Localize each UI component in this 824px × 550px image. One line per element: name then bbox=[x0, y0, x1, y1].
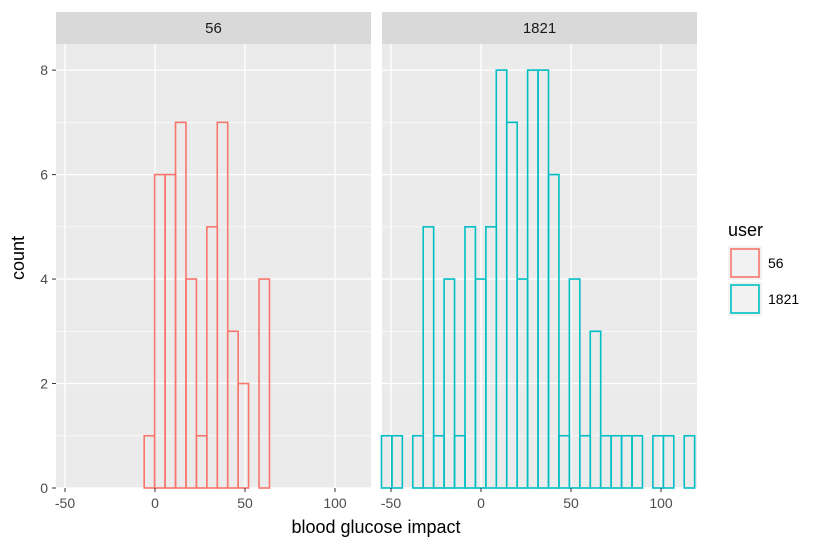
x-tick-label: 100 bbox=[649, 495, 673, 511]
x-tick-label: 50 bbox=[563, 495, 579, 511]
facet-panel-1821: 1821 bbox=[380, 12, 697, 489]
x-tick-label: 100 bbox=[323, 495, 347, 511]
legend-key-background bbox=[728, 282, 762, 316]
y-tick-label: 6 bbox=[40, 167, 48, 183]
y-axis: 0 2 4 6 8 bbox=[40, 62, 56, 496]
histogram-bar bbox=[185, 278, 198, 489]
histogram-bar bbox=[568, 278, 581, 489]
legend-key bbox=[730, 284, 760, 314]
facet-strip bbox=[56, 12, 371, 44]
histogram-bar bbox=[237, 382, 250, 489]
histogram-bar bbox=[662, 434, 675, 489]
legend: user 56 1821 bbox=[728, 220, 799, 316]
legend-key-background bbox=[728, 246, 762, 280]
histogram-bar bbox=[422, 226, 435, 489]
y-axis-title: count bbox=[8, 236, 28, 280]
histogram-bar bbox=[683, 434, 696, 489]
histogram-bar bbox=[216, 121, 229, 489]
x-axis-title: blood glucose impact bbox=[291, 517, 460, 537]
legend-label: 56 bbox=[768, 255, 784, 271]
y-tick-label: 0 bbox=[40, 480, 48, 496]
x-tick-label: -50 bbox=[55, 495, 75, 511]
x-axis: -50 0 50 100 -50 0 50 100 bbox=[55, 488, 673, 511]
y-tick-label: 8 bbox=[40, 62, 48, 78]
x-tick-label: 50 bbox=[237, 495, 253, 511]
x-tick-label: 0 bbox=[151, 495, 159, 511]
y-tick-label: 2 bbox=[40, 376, 48, 392]
histogram-bar bbox=[391, 434, 404, 489]
facet-strip-label: 56 bbox=[205, 20, 222, 37]
panels-layer: 56 1821 bbox=[56, 12, 697, 489]
histogram-bar bbox=[547, 173, 560, 489]
legend-key bbox=[730, 248, 760, 278]
panel-background bbox=[56, 44, 371, 488]
histogram-bar bbox=[631, 434, 644, 489]
legend-label: 1821 bbox=[768, 291, 799, 307]
legend-entry: 56 bbox=[728, 246, 784, 280]
histogram-bar bbox=[443, 278, 456, 489]
facet-strip-label: 1821 bbox=[523, 20, 556, 37]
x-tick-label: -50 bbox=[381, 495, 401, 511]
panel-background bbox=[382, 44, 697, 488]
facet-strip bbox=[382, 12, 697, 44]
facet-panel-56: 56 bbox=[56, 12, 371, 489]
legend-entry: 1821 bbox=[728, 282, 799, 316]
histogram-bar bbox=[258, 278, 271, 489]
x-tick-label: 0 bbox=[477, 495, 485, 511]
legend-title: user bbox=[728, 220, 763, 240]
histogram-bar bbox=[589, 330, 602, 489]
y-tick-label: 4 bbox=[40, 271, 48, 287]
